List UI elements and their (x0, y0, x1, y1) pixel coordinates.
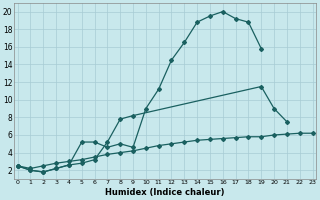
X-axis label: Humidex (Indice chaleur): Humidex (Indice chaleur) (105, 188, 225, 197)
